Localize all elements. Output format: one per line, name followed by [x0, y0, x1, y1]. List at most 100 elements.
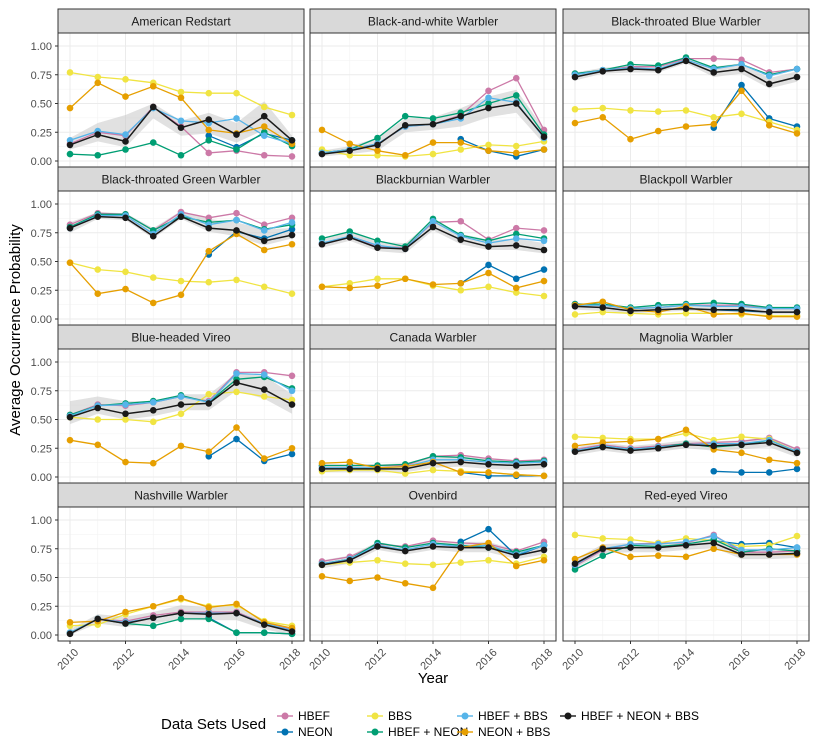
data-point-all [94, 615, 102, 623]
facet-strip [57, 324, 305, 350]
data-point-bbs [599, 308, 607, 316]
data-point-neon-bbs [149, 82, 157, 90]
data-point-all [627, 65, 634, 73]
data-point-neon-bbs [177, 594, 185, 602]
data-point-all [346, 147, 354, 154]
data-point-all [94, 213, 102, 220]
facet-panel: Black-throated Green Warbler 0.00 0.25 0.50… [31, 166, 305, 326]
data-point-bbs [260, 393, 268, 400]
data-point-hbef-bbs [260, 132, 268, 139]
data-point-neon-bbs [682, 553, 690, 561]
data-point-all [149, 232, 157, 240]
y-tick-label: 0.50 [31, 99, 52, 111]
data-point-neon-bbs [512, 471, 520, 479]
data-point-neon [710, 467, 718, 475]
data-point-hbef [260, 221, 268, 228]
y-tick-label: 0.75 [31, 544, 52, 556]
facet-title: Blue-headed Vireo [131, 331, 231, 345]
facet-title: American Redstart [131, 15, 231, 29]
data-point-all [318, 150, 326, 158]
facet-title: Red-eyed Vireo [644, 489, 727, 503]
facet-title: Nashville Warbler [134, 489, 228, 503]
data-point-neon-bbs [94, 441, 102, 449]
data-point-all [233, 609, 240, 617]
data-point-neon-bbs [710, 311, 718, 318]
data-point-neon-bbs [599, 439, 607, 446]
data-point-all [122, 138, 129, 145]
y-axis-title: Average Occurrence Probability [7, 224, 24, 436]
data-point-neon-bbs [765, 122, 773, 129]
data-point-all [793, 550, 801, 557]
y-tick-label: 0.25 [31, 443, 52, 455]
data-point-bbs [177, 277, 185, 285]
data-point-neon-bbs [429, 281, 437, 288]
data-point-neon-bbs [682, 426, 690, 434]
data-point-neon-bbs [457, 139, 465, 146]
data-point-hbef-bbs [288, 219, 296, 226]
data-point-all [599, 304, 607, 311]
data-point-all [512, 100, 520, 107]
data-point-neon-bbs [374, 282, 381, 289]
facet-title: Black-throated Blue Warbler [611, 15, 761, 29]
data-point-hbef-bbs [738, 61, 745, 68]
facet-strip [309, 8, 557, 34]
data-point-all [571, 73, 579, 81]
data-point-all [318, 240, 326, 248]
data-point-all [710, 442, 718, 450]
data-point-all [149, 614, 157, 622]
data-point-bbs [429, 466, 437, 474]
y-tick-label: 1.00 [31, 41, 52, 53]
series-line-neon [208, 438, 293, 462]
facet-panel: Nashville Warbler0.000.250.500.751.00201… [31, 482, 305, 673]
legend-key-point [371, 728, 379, 736]
data-point-all [654, 444, 662, 452]
data-point-all [485, 544, 492, 551]
facet-strip [562, 324, 810, 350]
facet-title: Black-and-white Warbler [368, 15, 498, 29]
data-point-hbef-neon [233, 629, 240, 636]
data-point-neon-bbs [457, 280, 465, 287]
data-point-bbs [457, 286, 465, 294]
data-point-hbef-bbs [177, 117, 185, 125]
data-point-all [177, 124, 185, 131]
data-point-neon-bbs [654, 552, 662, 559]
data-point-neon [485, 525, 492, 533]
data-point-all [485, 243, 492, 250]
data-point-all [177, 609, 185, 617]
data-point-neon-bbs [94, 79, 102, 87]
data-point-all [288, 231, 296, 239]
legend-key-point [461, 728, 469, 736]
data-point-neon-bbs [149, 459, 157, 467]
data-point-all [149, 103, 157, 111]
data-point-bbs [233, 89, 240, 97]
data-point-hbef-bbs [765, 546, 773, 554]
data-point-bbs [374, 151, 381, 159]
data-point-all [682, 57, 690, 65]
data-point-bbs [122, 76, 129, 83]
data-point-all [318, 561, 326, 569]
data-point-bbs [288, 396, 296, 404]
data-point-all [571, 448, 579, 456]
legend-label: HBEF + NEON [388, 725, 468, 739]
data-point-bbs [374, 275, 381, 283]
facet-panel: Black-throated Blue Warbler [562, 8, 810, 168]
data-point-all [66, 141, 74, 149]
data-point-hbef [233, 209, 240, 217]
data-point-neon [540, 266, 548, 273]
legend-label: HBEF [298, 709, 330, 723]
data-point-neon [288, 226, 296, 233]
y-tick-label: 1.00 [31, 199, 52, 211]
facet-title: Magnolia Warbler [639, 331, 733, 345]
data-point-neon-bbs [654, 127, 662, 135]
data-point-neon-bbs [512, 149, 520, 157]
data-point-bbs [485, 283, 492, 291]
facet-strip [57, 8, 305, 34]
legend-item-hbef-neon: HBEF + NEON [367, 725, 468, 739]
data-point-all [765, 439, 773, 446]
data-point-neon-bbs [94, 290, 102, 298]
data-point-hbef-neon [260, 629, 268, 636]
data-point-neon-bbs [540, 472, 548, 480]
